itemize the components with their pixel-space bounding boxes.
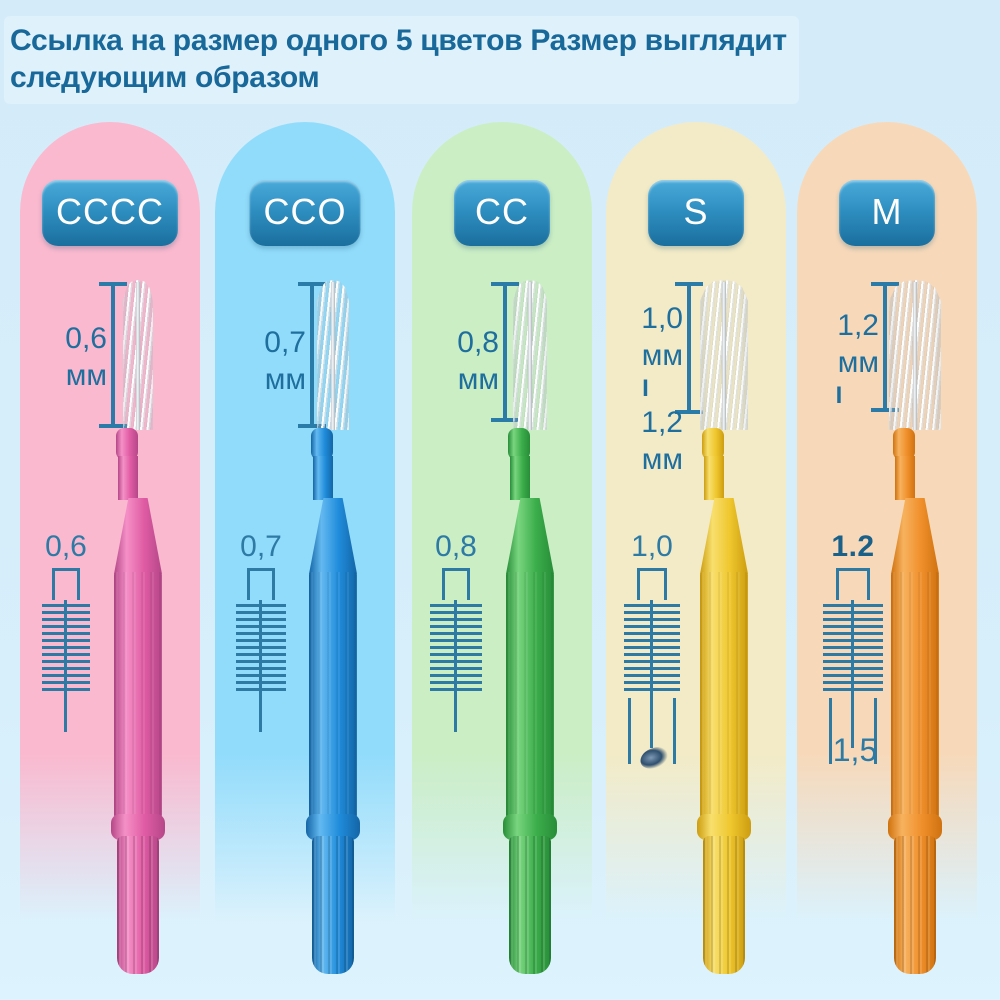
size-badge: S xyxy=(648,180,744,246)
range-bracket-icon xyxy=(829,698,877,764)
size-badge: CCO xyxy=(249,180,361,246)
brush-collar xyxy=(116,428,138,460)
bristle-comb-icon xyxy=(430,604,482,692)
brush-handle xyxy=(506,572,554,818)
product-column-orange: M 1,2 мм I 1.2 1,5 xyxy=(797,122,977,1000)
brush-shoulder xyxy=(309,498,357,574)
product-column-pink: CCCC 0,6 мм 0,6 xyxy=(20,122,200,1000)
brush-shoulder xyxy=(506,498,554,574)
width-bracket-icon xyxy=(52,568,80,600)
brush-collar xyxy=(311,428,333,460)
size-value: 0,6 мм xyxy=(65,322,107,392)
handle-ring xyxy=(697,814,751,840)
size-label: 0,7 мм xyxy=(217,324,306,398)
width-bracket-icon xyxy=(247,568,275,600)
size-badge: CCCC xyxy=(42,180,178,246)
measurement-bracket-icon xyxy=(871,282,899,412)
width-bracket-icon xyxy=(637,568,667,600)
size-label: 0,8 мм xyxy=(414,324,499,398)
product-column-blue: CCO 0,7 мм 0,7 xyxy=(215,122,395,1000)
diagram-bottom-number: 1,5 xyxy=(832,732,878,768)
size-badge: CC xyxy=(454,180,550,246)
diagram-size-number: 0,8 xyxy=(435,530,477,563)
product-column-green: CC 0,8 мм 0,8 xyxy=(412,122,592,1000)
brush-neck xyxy=(118,456,138,500)
bristle-comb-icon xyxy=(42,604,90,692)
size-value: 1,2 мм xyxy=(837,309,879,379)
page-title: Ссылка на размер одного 5 цветов Размер … xyxy=(4,16,799,104)
brush-shoulder xyxy=(700,498,748,574)
handle-grip xyxy=(703,836,745,974)
brush-handle xyxy=(309,572,357,818)
measurement-bracket-icon xyxy=(298,282,326,428)
measurement-bracket-icon xyxy=(491,282,519,422)
brush-handle xyxy=(891,572,939,818)
bristle-comb-icon xyxy=(236,604,286,692)
size-value-max: 1,2 мм xyxy=(641,406,683,476)
handle-ring xyxy=(111,814,165,840)
brush-handle xyxy=(700,572,748,818)
bristle-comb-icon xyxy=(823,604,883,692)
size-value: 0,8 мм xyxy=(457,326,499,396)
handle-ring xyxy=(503,814,557,840)
size-value: 0,7 мм xyxy=(264,326,306,396)
brush-neck xyxy=(704,456,724,500)
brush-neck xyxy=(510,456,530,500)
brush-neck xyxy=(895,456,915,500)
handle-ring xyxy=(888,814,942,840)
diagram-size-number: 0,6 xyxy=(45,530,87,563)
handle-grip xyxy=(312,836,354,974)
size-label: 1,0 мм I 1,2 мм xyxy=(608,300,683,478)
handle-grip xyxy=(894,836,936,974)
product-column-yellow: S 1,0 мм I 1,2 мм 1,0 xyxy=(606,122,786,1000)
range-bracket-icon xyxy=(628,698,676,764)
page-title-line1: Ссылка на размер одного 5 цветов Размер … xyxy=(10,24,787,57)
size-label: 0,6 мм xyxy=(22,320,107,394)
brush-collar xyxy=(508,428,530,460)
bristle-head xyxy=(700,280,748,430)
diagram-size-number: 1.2 xyxy=(831,530,875,563)
size-label: 1,2 мм I xyxy=(799,307,879,411)
width-bracket-icon xyxy=(442,568,470,600)
bristle-head xyxy=(123,280,153,430)
bristle-head xyxy=(889,280,941,430)
measurement-bracket-icon xyxy=(675,282,703,414)
diagram-size-number: 1,0 xyxy=(631,530,673,563)
measurement-bracket-icon xyxy=(99,282,127,428)
brush-handle xyxy=(114,572,162,818)
brush-collar xyxy=(893,428,915,460)
size-range-divider: I xyxy=(642,375,649,402)
bristle-head xyxy=(317,280,349,430)
brush-neck xyxy=(313,456,333,500)
bristle-head xyxy=(513,280,547,430)
bristle-comb-icon xyxy=(624,604,680,692)
size-range-divider: I xyxy=(835,382,843,409)
size-badge: M xyxy=(839,180,935,246)
width-bracket-icon xyxy=(836,568,870,600)
handle-grip xyxy=(509,836,551,974)
page-title-line2: следующим образом xyxy=(10,61,320,94)
handle-grip xyxy=(117,836,159,974)
brush-shoulder xyxy=(114,498,162,574)
handle-ring xyxy=(306,814,360,840)
diagram-size-number: 0,7 xyxy=(240,530,282,563)
size-value: 1,0 мм xyxy=(641,302,683,372)
brush-collar xyxy=(702,428,724,460)
brush-shoulder xyxy=(891,498,939,574)
